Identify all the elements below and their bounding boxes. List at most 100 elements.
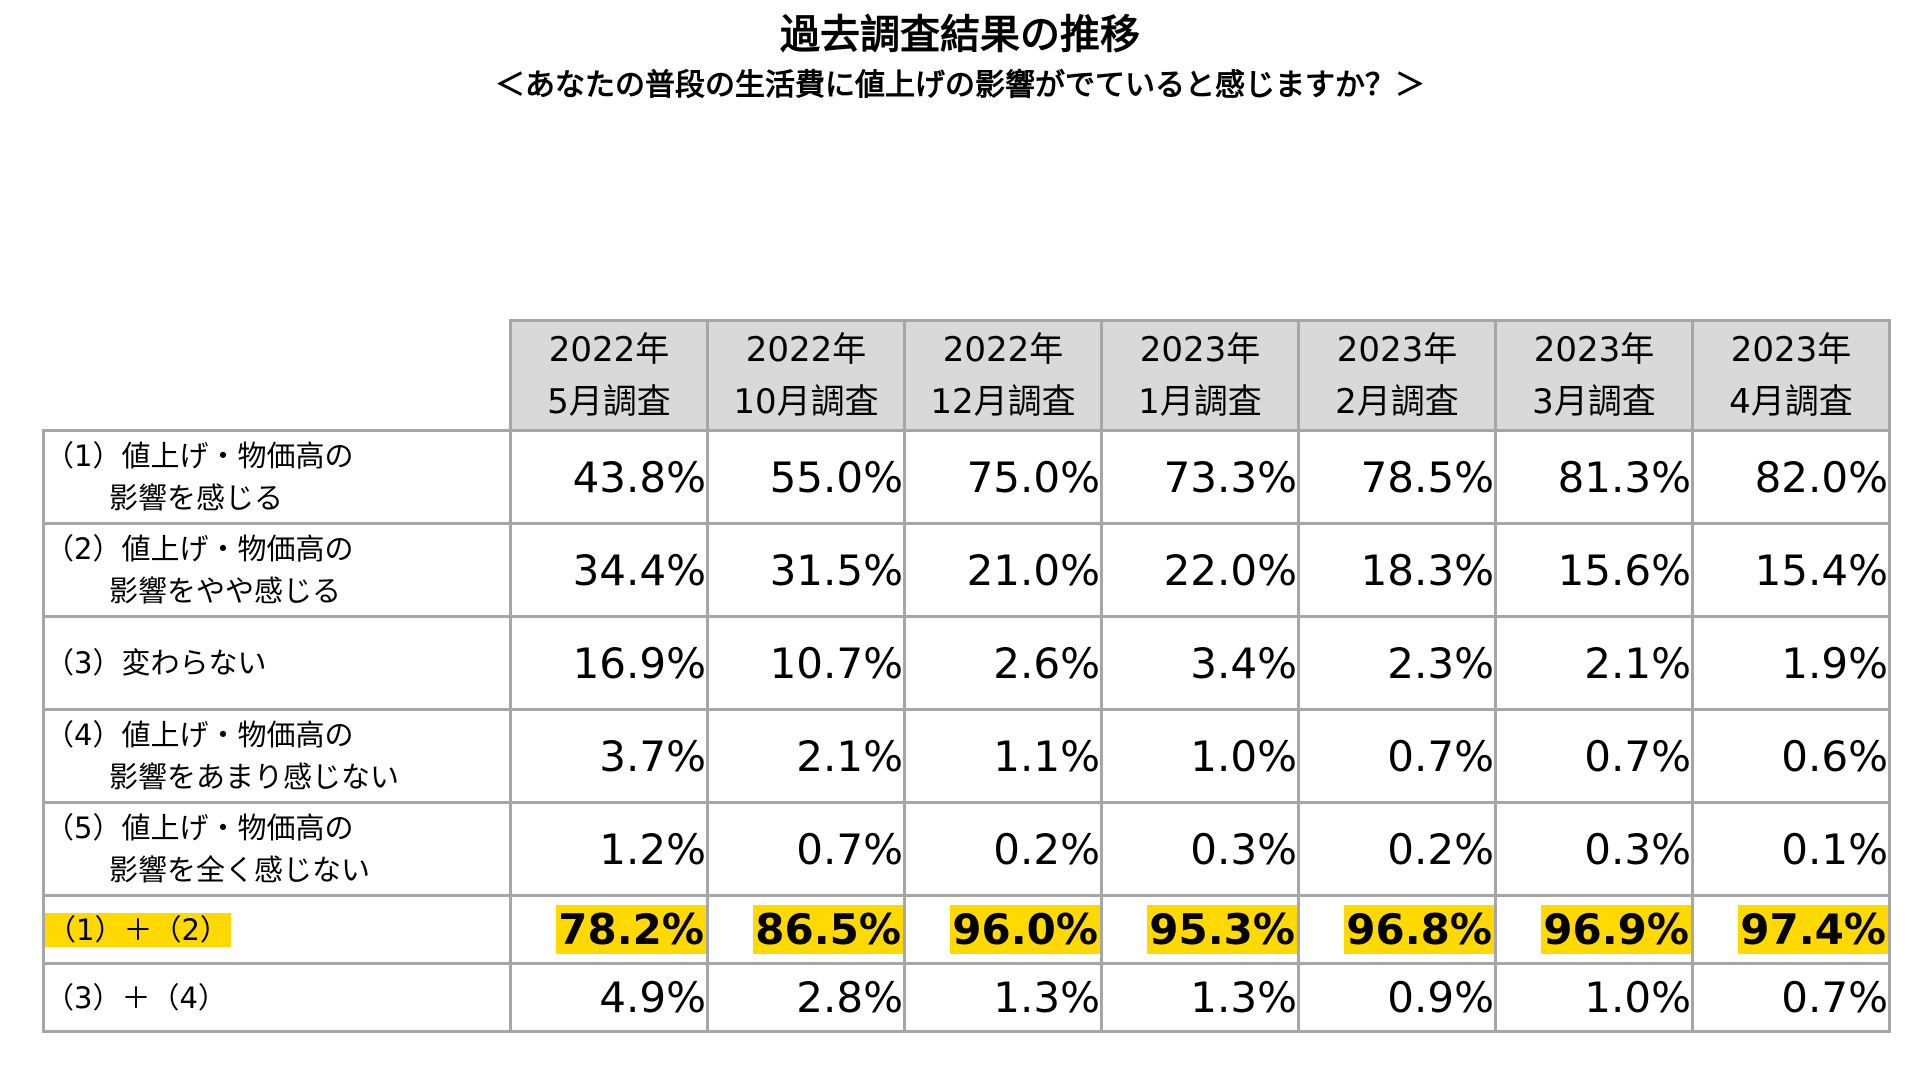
row-label-text: 影響をあまり感じない	[109, 760, 400, 794]
column-header-month: 5月調査	[547, 381, 671, 422]
value-cell: 1.2%	[509, 801, 709, 897]
value-cell: 1.1%	[903, 708, 1103, 804]
row-label: （3）＋（4）	[42, 962, 512, 1033]
value-text: 82.0%	[1754, 452, 1888, 502]
value-text: 0.6%	[1781, 731, 1888, 781]
value-cell: 0.2%	[903, 801, 1103, 897]
value-text: 18.3%	[1360, 545, 1494, 595]
table-body: （1）値上げ・物価高の 影響を感じる 43.8% 55.0% 75.0% 73.3% 78.…	[42, 429, 1891, 1033]
value-text: 0.7%	[1781, 973, 1888, 1022]
column-header-month: 2月調査	[1335, 381, 1459, 422]
value-text: 97.4%	[1738, 905, 1888, 954]
row-label-line: （3）＋（4）	[45, 977, 509, 1019]
column-header: 2023年 1月調査	[1100, 319, 1300, 432]
value-cell: 0.6%	[1691, 708, 1891, 804]
column-header-month: 3月調査	[1532, 381, 1656, 422]
value-cell: 3.7%	[509, 708, 709, 804]
value-text: 55.0%	[769, 452, 903, 502]
value-cell: 0.7%	[1494, 708, 1694, 804]
value-text: 0.7%	[796, 824, 903, 874]
column-header-month: 12月調査	[930, 381, 1076, 422]
value-text: 0.3%	[1190, 824, 1297, 874]
column-header: 2023年 3月調査	[1494, 319, 1694, 432]
value-text: 73.3%	[1163, 452, 1297, 502]
value-cell: 96.0%	[903, 894, 1103, 965]
row-label-text: （1）値上げ・物価高の	[45, 439, 354, 473]
value-cell: 78.2%	[509, 894, 709, 965]
column-header: 2022年 10月調査	[706, 319, 906, 432]
value-text: 1.0%	[1584, 973, 1691, 1022]
value-text: 31.5%	[769, 545, 903, 595]
value-text: 1.0%	[1190, 731, 1297, 781]
value-text: 0.7%	[1387, 731, 1494, 781]
table-row: （4）値上げ・物価高の 影響をあまり感じない 3.7% 2.1% 1.1% 1.0% 0.7…	[42, 708, 1891, 804]
value-text: 0.2%	[993, 824, 1100, 874]
value-text: 3.4%	[1190, 638, 1297, 688]
row-label: （3）変わらない	[42, 615, 512, 711]
value-cell: 31.5%	[706, 522, 906, 618]
value-text: 0.1%	[1781, 824, 1888, 874]
column-header-year: 2023年	[1139, 329, 1261, 370]
column-header-year: 2022年	[745, 329, 867, 370]
column-header-month: 1月調査	[1138, 381, 1262, 422]
value-text: 75.0%	[966, 452, 1100, 502]
value-cell: 82.0%	[1691, 429, 1891, 525]
table-row: （1）＋（2） 78.2% 86.5% 96.0% 95.3% 96.8% 96.9% 97.…	[42, 894, 1891, 965]
row-label-text: （4）値上げ・物価高の	[45, 718, 354, 752]
row-label-text: （5）値上げ・物価高の	[45, 811, 354, 845]
value-text: 16.9%	[572, 638, 706, 688]
value-cell: 2.3%	[1297, 615, 1497, 711]
value-cell: 0.3%	[1100, 801, 1300, 897]
value-cell: 1.3%	[1100, 962, 1300, 1033]
value-text: 0.2%	[1387, 824, 1494, 874]
value-cell: 10.7%	[706, 615, 906, 711]
value-cell: 15.4%	[1691, 522, 1891, 618]
row-label-line: 影響をあまり感じない	[45, 756, 509, 798]
value-text: 2.3%	[1387, 638, 1494, 688]
value-text: 1.9%	[1781, 638, 1888, 688]
row-label-text: （3）＋（4）	[45, 980, 227, 1015]
row-label-line: 影響を全く感じない	[45, 849, 509, 891]
value-cell: 22.0%	[1100, 522, 1300, 618]
value-text: 2.8%	[796, 973, 903, 1022]
column-header-year: 2023年	[1336, 329, 1458, 370]
value-cell: 3.4%	[1100, 615, 1300, 711]
value-cell: 75.0%	[903, 429, 1103, 525]
row-label-text: （1）＋（2）	[45, 912, 231, 947]
row-label-text: （2）値上げ・物価高の	[45, 532, 354, 566]
page-subtitle: ＜あなたの普段の生活費に値上げの影響がでていると感じますか？＞	[495, 68, 1425, 103]
value-text: 78.5%	[1360, 452, 1494, 502]
value-text: 2.6%	[993, 638, 1100, 688]
value-text: 0.3%	[1584, 824, 1691, 874]
value-cell: 1.0%	[1494, 962, 1694, 1033]
value-text: 96.8%	[1344, 905, 1494, 954]
column-header-year: 2022年	[548, 329, 670, 370]
value-text: 81.3%	[1557, 452, 1691, 502]
value-cell: 0.2%	[1297, 801, 1497, 897]
value-text: 15.4%	[1754, 545, 1888, 595]
header-row: 2022年 5月調査 2022年 10月調査 2022年 12月調査 2023年 1月調査 20…	[43, 319, 1891, 432]
row-label: （1）＋（2）	[42, 894, 512, 965]
value-cell: 55.0%	[706, 429, 906, 525]
row-label-line: （1）＋（2）	[45, 909, 509, 951]
value-cell: 43.8%	[509, 429, 709, 525]
page-title: 過去調査結果の推移	[780, 12, 1140, 58]
table-row: （5）値上げ・物価高の影響を全く感じない 1.2% 0.7% 0.2% 0.3% 0.2%…	[42, 801, 1891, 897]
value-cell: 0.7%	[706, 801, 906, 897]
value-text: 1.1%	[993, 731, 1100, 781]
value-text: 96.0%	[950, 905, 1100, 954]
value-text: 22.0%	[1163, 545, 1297, 595]
row-label: （5）値上げ・物価高の影響を全く感じない	[42, 801, 512, 897]
column-header-year: 2022年	[942, 329, 1064, 370]
value-cell: 0.9%	[1297, 962, 1497, 1033]
value-text: 1.3%	[1190, 973, 1297, 1022]
row-label-text: （3）変わらない	[45, 646, 267, 680]
row-label-line: （3）変わらない	[45, 642, 509, 684]
row-label-line: （5）値上げ・物価高の	[45, 807, 509, 849]
value-text: 15.6%	[1557, 545, 1691, 595]
value-text: 2.1%	[796, 731, 903, 781]
value-cell: 73.3%	[1100, 429, 1300, 525]
value-text: 95.3%	[1147, 905, 1297, 954]
column-header: 2022年 5月調査	[509, 319, 709, 432]
row-label: （4）値上げ・物価高の影響をあまり感じない	[42, 708, 512, 804]
